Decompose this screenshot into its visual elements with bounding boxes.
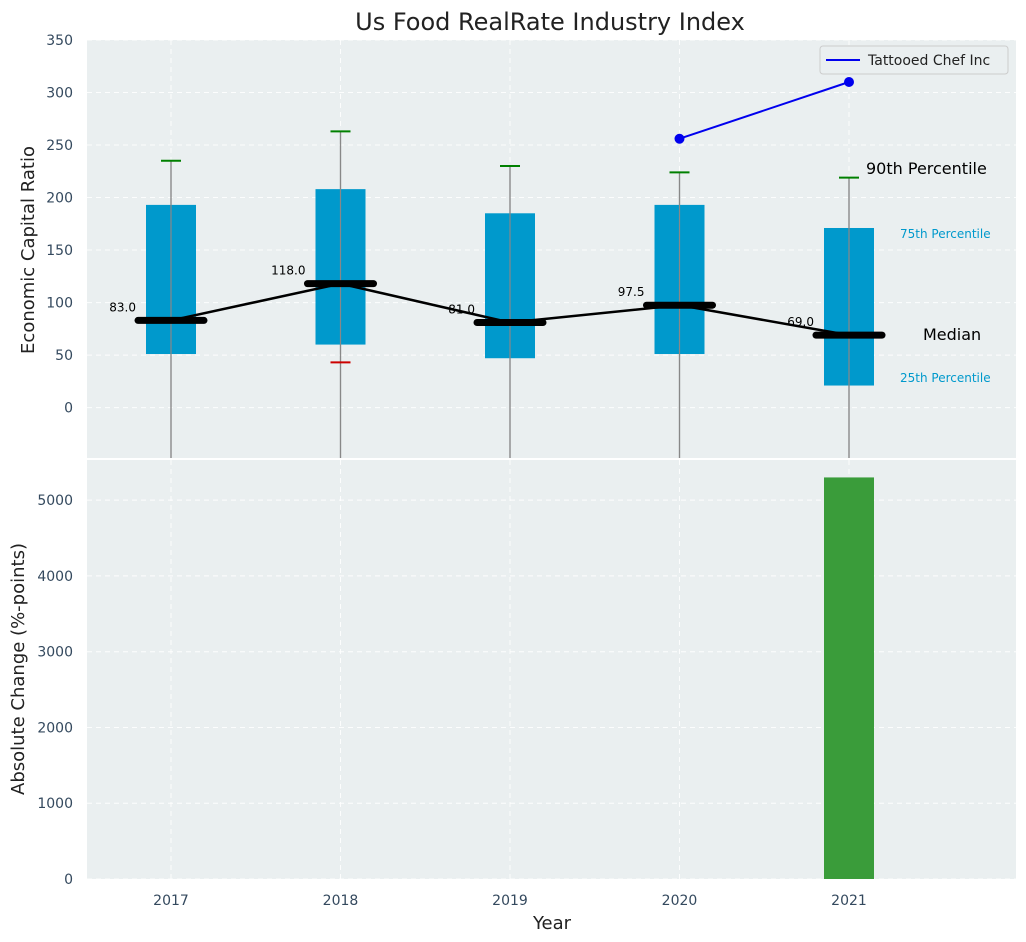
- bar-2021: [824, 477, 874, 879]
- annotation-25th-percentile: 25th Percentile: [900, 371, 991, 385]
- y-tick-label: 2000: [37, 720, 73, 736]
- y-tick-label: 100: [46, 296, 73, 312]
- y-tick-label: 4000: [37, 569, 73, 585]
- box-plot-y-ticks: 0 50 100 150 200 250 300 350: [46, 33, 73, 417]
- box-plot-panel: 0 50 100 150 200 250 300 350 83.0 118.0 81.0 97.5 6…: [18, 33, 1016, 458]
- series-line-tattooed-chef: [679, 81, 850, 140]
- x-tick-label-2019: 2019: [492, 893, 528, 909]
- y-tick-label: 200: [46, 191, 73, 207]
- percentile-annotations: 90th Percentile 75th Percentile Median 2…: [866, 159, 991, 385]
- company-series: [674, 77, 854, 144]
- bar-chart-background: [87, 460, 1016, 879]
- legend-box: [819, 45, 1009, 75]
- series-point-2020: [674, 133, 685, 144]
- box-plot-y-axis-title: Economic Capital Ratio: [18, 146, 39, 354]
- y-tick-label: 5000: [37, 493, 73, 509]
- y-tick-label: 350: [46, 33, 73, 49]
- y-tick-label: 300: [46, 86, 73, 102]
- legend: Tattooed Chef Inc: [819, 45, 1009, 75]
- chart-title: Us Food RealRate Industry Index: [355, 8, 745, 36]
- box-plot-background: [87, 40, 1016, 458]
- x-axis-ticks: 2017 2018 2019 2020 2021: [153, 893, 867, 909]
- x-tick-label-2021: 2021: [831, 893, 867, 909]
- y-tick-label: 3000: [37, 645, 73, 661]
- legend-entry-tattooed-chef: Tattooed Chef Inc: [867, 53, 990, 69]
- y-tick-label: 150: [46, 243, 73, 259]
- y-tick-label: 0: [64, 401, 73, 417]
- x-tick-label-2017: 2017: [153, 893, 189, 909]
- series-point-2021: [844, 77, 854, 88]
- median-label-2020: 97.5: [618, 285, 645, 299]
- bar-chart-y-axis-title: Absolute Change (%-points): [8, 543, 29, 795]
- median-label-2018: 118.0: [271, 264, 305, 278]
- annotation-90th-percentile: 90th Percentile: [866, 159, 987, 178]
- x-tick-label-2018: 2018: [323, 893, 359, 909]
- median-label-2017: 83.0: [109, 300, 136, 314]
- annotation-75th-percentile: 75th Percentile: [900, 227, 991, 241]
- bar-chart-bars: [824, 477, 874, 879]
- y-tick-label: 0: [64, 872, 73, 888]
- median-label-2019: 81.0: [448, 303, 475, 317]
- y-tick-label: 250: [46, 138, 73, 154]
- bar-chart-y-ticks: 0 1000 2000 3000 4000 5000: [37, 493, 73, 888]
- x-axis-title: Year: [532, 913, 572, 934]
- annotation-median: Median: [923, 325, 981, 344]
- box-plot-boxes: 83.0 118.0 81.0 97.5 69.0: [109, 130, 886, 458]
- y-tick-label: 1000: [37, 796, 73, 812]
- x-tick-label-2020: 2020: [662, 893, 698, 909]
- median-label-2021: 69.0: [787, 315, 814, 329]
- y-tick-label: 50: [55, 348, 73, 364]
